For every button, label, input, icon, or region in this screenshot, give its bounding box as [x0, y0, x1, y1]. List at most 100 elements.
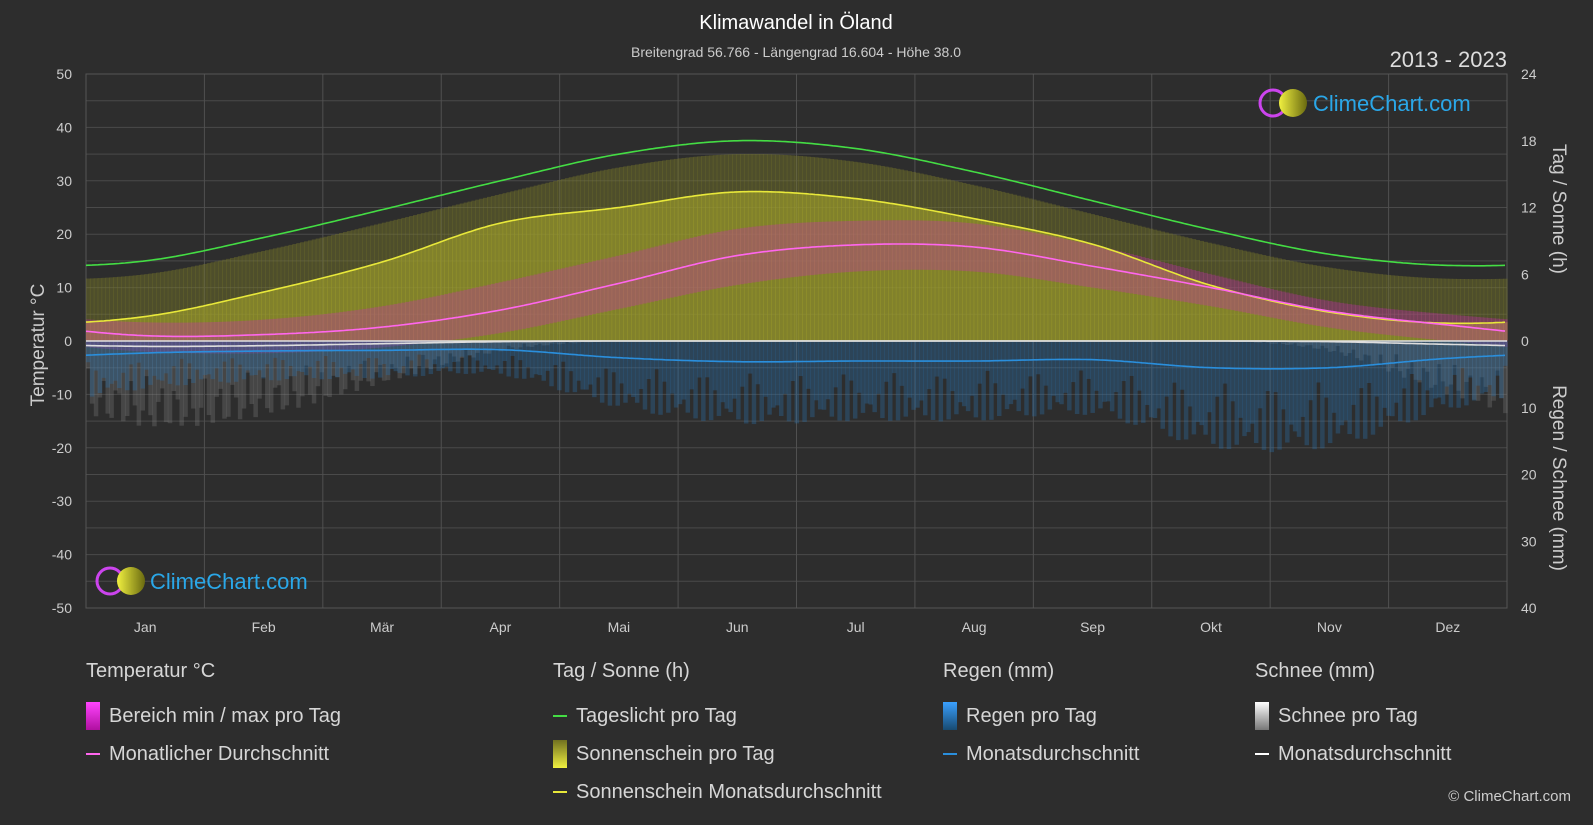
rain-bar [1199, 341, 1204, 426]
temp-range-bar [1148, 258, 1154, 297]
rain-bar [938, 341, 944, 422]
rain-bar [549, 341, 554, 387]
rain-bar [860, 341, 866, 413]
sunshine-bar [1429, 322, 1434, 341]
snow-bar [1362, 341, 1368, 355]
rain-bar [545, 341, 550, 371]
sunshine-bar [837, 196, 842, 341]
y-right-bottom-tick: 30 [1521, 533, 1537, 549]
rain-bar [93, 341, 99, 371]
sunshine-bar [1277, 302, 1282, 341]
snow-bar [198, 341, 204, 408]
x-tick-label: Jul [847, 619, 865, 635]
sunshine-bar [288, 285, 293, 341]
temp-range-bar [89, 319, 95, 348]
snow-bar [1417, 341, 1422, 383]
logo-bottom[interactable]: ClimeChart.com [95, 566, 308, 596]
sunshine-bar [1008, 225, 1014, 341]
rain-bar [171, 341, 177, 367]
sunshine-bar [786, 192, 792, 341]
sunshine-bar [693, 195, 698, 341]
sunshine-bar [969, 218, 975, 341]
rain-bar [1347, 341, 1352, 435]
temp-range-bar [915, 220, 920, 270]
y-left-tick: 20 [56, 226, 72, 242]
sunshine-bar [1125, 255, 1130, 341]
rain-bar [370, 341, 375, 379]
sunshine-bar [1417, 322, 1422, 341]
daylight-bar [1386, 274, 1391, 341]
temp-range-bar [109, 320, 114, 350]
daylight-bar [167, 270, 173, 341]
temp-range-bar [1144, 257, 1150, 296]
sunshine-bar [549, 214, 554, 341]
daylight-bar [1468, 279, 1473, 341]
temp-range-bar [413, 300, 418, 345]
snow-bar [296, 341, 301, 408]
rain-bar [599, 341, 605, 403]
sunshine-bar [342, 272, 348, 341]
daylight-bar [113, 277, 118, 341]
rain-bar [533, 341, 539, 375]
sunshine-bar [1078, 240, 1084, 341]
snow-bar [1405, 341, 1411, 369]
rain-bar [557, 341, 562, 391]
temp-range-bar [502, 281, 508, 333]
temp-range-bar [1285, 292, 1290, 321]
sunshine-bar [486, 225, 492, 341]
y-left-tick: -20 [52, 440, 72, 456]
snow-bar [1401, 341, 1407, 378]
snow-bar [210, 341, 216, 423]
temp-range-bar [1296, 295, 1302, 323]
snow-bar [261, 341, 266, 378]
daylight-bar [1499, 278, 1504, 341]
sunshine-bar [1032, 230, 1037, 341]
sunshine-bar [202, 305, 208, 341]
temp-range-bar [1242, 282, 1247, 313]
snow-bar [128, 341, 134, 382]
legend-sun-title: Tag / Sonne (h) [553, 660, 690, 682]
logo-top[interactable]: ClimeChart.com [1258, 88, 1471, 118]
snow-bar [1327, 341, 1333, 352]
rain-bar [841, 341, 846, 375]
legend-label: Sonnenschein pro Tag [576, 742, 775, 765]
temp-range-bar [97, 320, 103, 349]
snow-bar [354, 341, 360, 391]
temp-range-bar [880, 220, 885, 271]
temp-range-bar [1160, 262, 1166, 299]
temp-range-bar [448, 293, 453, 341]
sunshine-bar [358, 268, 364, 341]
rain-bar [1359, 341, 1364, 389]
sunshine-bar [525, 217, 531, 341]
rain-bar [1257, 341, 1263, 409]
snow-bar [342, 341, 348, 390]
temp-range-bar [790, 223, 796, 278]
rain-bar [206, 341, 212, 375]
snow-bar [1273, 341, 1278, 344]
temp-range-bar [416, 299, 422, 344]
sunshine-bar [1281, 303, 1286, 341]
temp-range-bar [1491, 318, 1496, 346]
rain-bar [794, 341, 800, 424]
sunshine-bar [1055, 235, 1060, 341]
temp-range-bar [541, 272, 546, 325]
sunshine-bar [1039, 231, 1045, 341]
rain-bar [1394, 341, 1399, 403]
sunshine-bar [1172, 273, 1177, 341]
sunshine-bar [385, 260, 391, 341]
snow-bar [304, 341, 309, 366]
rain-bar [1020, 341, 1025, 389]
rain-bar [771, 341, 776, 408]
rain-bar [121, 341, 126, 373]
temp-range-bar [1433, 313, 1438, 340]
sunshine-bar [1109, 250, 1115, 341]
sunshine-bar [782, 192, 788, 341]
temp-range-bar [1269, 288, 1275, 318]
rain-bar [128, 341, 134, 365]
daylight-bar [1495, 278, 1500, 341]
sunshine-bar [245, 295, 251, 341]
sunshine-bar [1487, 322, 1493, 341]
sunshine-bar [697, 195, 702, 341]
temp-range-bar [856, 220, 862, 272]
rain-bar [930, 341, 936, 420]
